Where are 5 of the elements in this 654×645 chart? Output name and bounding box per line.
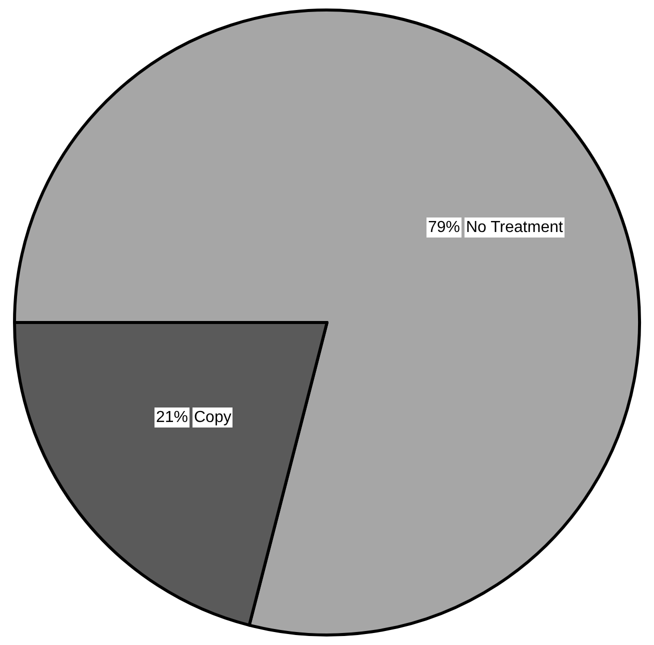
pie-slice	[13, 8, 641, 636]
data-label: 21%	[156, 409, 188, 426]
data-label: 79%	[428, 219, 460, 236]
slice-label: Copy	[194, 409, 232, 426]
slice-label: No Treatment	[466, 219, 564, 236]
